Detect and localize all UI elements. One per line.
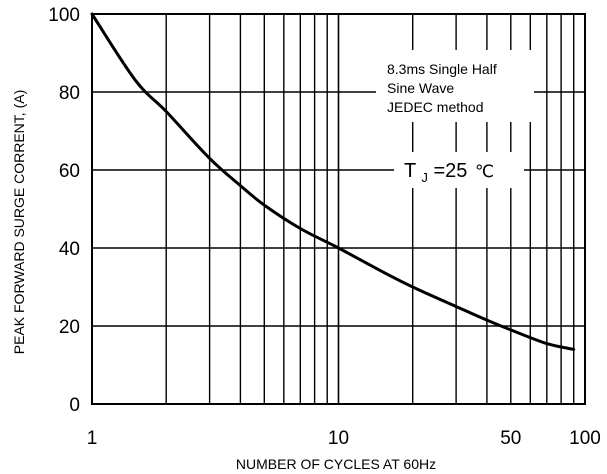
tj-unit: ℃ xyxy=(475,162,494,181)
annotation-backgrounds xyxy=(376,50,534,188)
y-tick-labels: 0 20 40 60 80 100 xyxy=(48,5,80,416)
x-tick-label: 10 xyxy=(328,428,349,449)
plot-border xyxy=(91,13,586,405)
surge-current-curve xyxy=(90,12,576,351)
y-tick-label: 40 xyxy=(59,239,80,260)
svg-text:T J =25 ℃: T J =25 ℃ xyxy=(404,160,494,187)
tj-subscript: J xyxy=(421,170,428,185)
y-tick-label: 80 xyxy=(59,83,80,104)
note-line-1: 8.3ms Single Half xyxy=(387,61,497,77)
note-background xyxy=(376,50,534,122)
junction-temperature-label: T J =25 ℃ xyxy=(404,160,494,187)
test-condition-note: 8.3ms Single Half Sine Wave JEDEC method xyxy=(387,61,497,115)
y-tick-label: 0 xyxy=(69,395,80,416)
plot-frame xyxy=(91,13,586,405)
y-tick-label: 100 xyxy=(48,5,80,26)
x-tick-label: 1 xyxy=(87,428,98,449)
note-line-2: Sine Wave xyxy=(387,80,454,96)
note-line-3: JEDEC method xyxy=(387,99,483,115)
y-axis-label: PEAK FORWARD SURGE CORRENT, (A) xyxy=(11,90,27,354)
tj-value: =25 xyxy=(433,160,467,182)
x-tick-label: 100 xyxy=(569,428,601,449)
y-tick-label: 20 xyxy=(59,317,80,338)
x-axis-label: NUMBER OF CYCLES AT 60Hz xyxy=(236,456,436,472)
y-tick-label: 60 xyxy=(59,161,80,182)
x-tick-labels: 1 10 50 100 xyxy=(87,428,601,449)
tj-symbol: T xyxy=(404,160,416,182)
condition-background xyxy=(394,152,524,188)
series-layer xyxy=(90,12,576,351)
x-tick-label: 50 xyxy=(500,428,521,449)
